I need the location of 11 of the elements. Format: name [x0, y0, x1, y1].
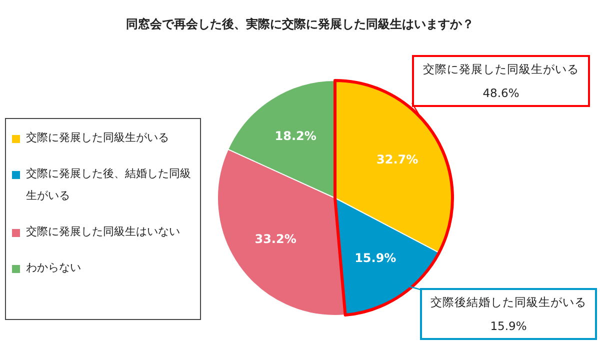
legend-label: わからない — [26, 260, 81, 276]
data-label: 33.2% — [254, 232, 296, 246]
chart-title: 同窓会で再会した後、実際に交際に発展した同級生はいますか？ — [125, 16, 475, 33]
data-label: 32.7% — [376, 152, 418, 166]
text: 交際に発展した同級生がいる 48.6% — [412, 55, 590, 107]
data-label: 15.9% — [354, 250, 396, 265]
data-label: 18.2% — [274, 128, 316, 143]
legend-label: 交際に発展した同級生はいない — [26, 224, 180, 240]
text: 交際後結婚した同級生がいる 15.9% — [420, 288, 597, 340]
legend-label: 交際に発展した同級生がいる — [26, 130, 169, 146]
legend-label: 交際に発展した後、結婚した同級生がいる — [26, 166, 192, 204]
